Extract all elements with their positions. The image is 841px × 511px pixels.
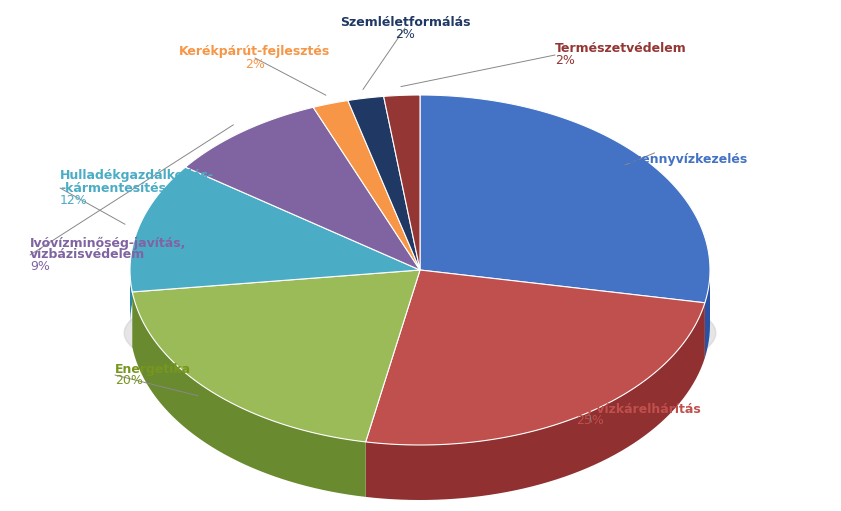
Polygon shape [132, 292, 366, 497]
Text: Vízgazdálkodás, vízkárelhárítás: Vízgazdálkodás, vízkárelhárítás [479, 403, 701, 415]
Polygon shape [185, 107, 420, 270]
Polygon shape [420, 95, 710, 303]
Polygon shape [348, 97, 420, 270]
Polygon shape [705, 270, 710, 358]
Text: vízbázisvédelem: vízbázisvédelem [30, 248, 145, 262]
Polygon shape [348, 97, 383, 155]
Text: Energetika: Energetika [115, 362, 191, 376]
Polygon shape [383, 95, 420, 151]
Ellipse shape [124, 272, 716, 394]
Polygon shape [185, 107, 313, 222]
Text: 25%: 25% [576, 414, 604, 428]
Text: 12%: 12% [60, 194, 87, 206]
Polygon shape [420, 95, 710, 303]
Polygon shape [185, 107, 420, 270]
Text: -kármentesítés: -kármentesítés [60, 181, 166, 195]
Text: Kerékpárút-fejlesztés: Kerékpárút-fejlesztés [179, 45, 331, 58]
Polygon shape [130, 167, 420, 292]
Polygon shape [366, 303, 705, 500]
Text: 2%: 2% [395, 28, 415, 40]
Polygon shape [348, 97, 420, 270]
Text: 2%: 2% [245, 58, 265, 71]
Text: Szennyvízkezelés: Szennyvízkezelés [625, 152, 748, 166]
Polygon shape [383, 95, 420, 270]
Polygon shape [313, 101, 420, 270]
Polygon shape [383, 95, 420, 270]
Polygon shape [313, 101, 348, 162]
Text: Ivóvízminőség-javítás,: Ivóvízminőség-javítás, [30, 237, 187, 249]
Text: Hulladékgazdálkodás-: Hulladékgazdálkodás- [60, 170, 214, 182]
Polygon shape [313, 101, 420, 270]
Polygon shape [132, 270, 420, 442]
Polygon shape [366, 270, 705, 445]
Text: 20%: 20% [115, 375, 143, 387]
Text: 9%: 9% [30, 261, 50, 273]
Text: 2%: 2% [555, 55, 575, 67]
Polygon shape [366, 270, 705, 445]
Text: Természetvédelem: Természetvédelem [555, 42, 687, 56]
Text: 28%: 28% [625, 165, 653, 177]
Polygon shape [130, 167, 420, 292]
Text: Szemléletformálás: Szemléletformálás [340, 15, 470, 29]
Polygon shape [130, 167, 185, 324]
Polygon shape [132, 270, 420, 442]
